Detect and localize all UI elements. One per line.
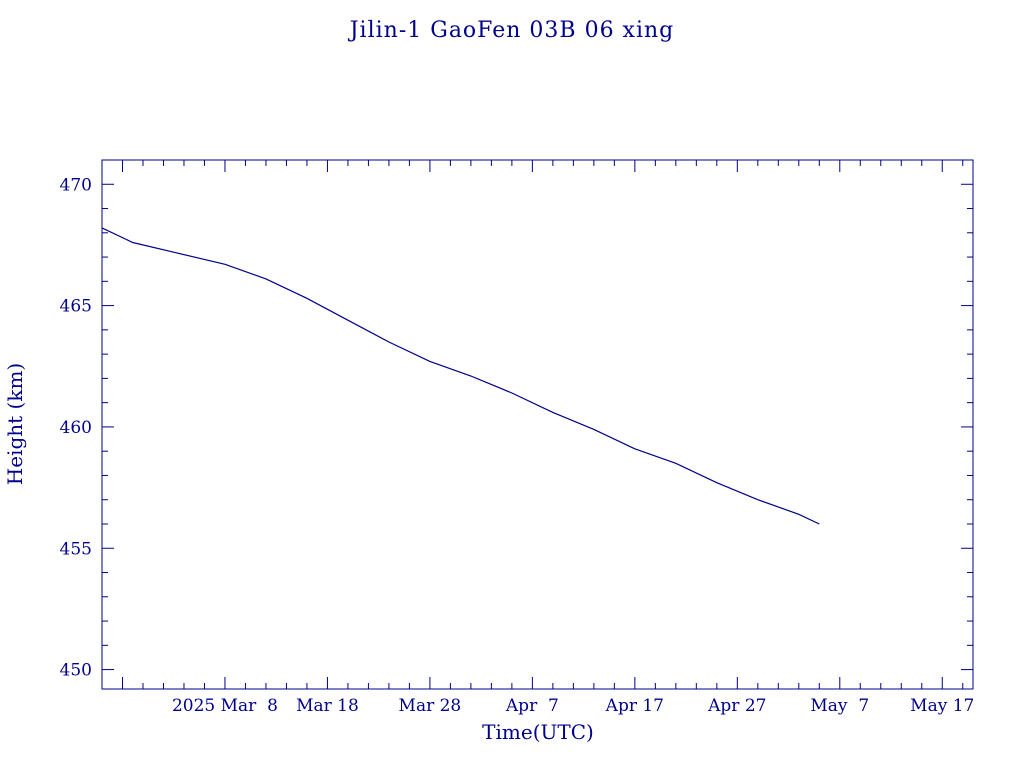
chart-title: Jilin-1 GaoFen 03B 06 xing bbox=[348, 18, 675, 43]
y-tick-label: 450 bbox=[60, 661, 92, 681]
y-tick-label: 460 bbox=[60, 418, 92, 438]
x-tick-label: Apr 17 bbox=[605, 696, 664, 716]
y-tick-label: 470 bbox=[60, 175, 92, 195]
x-tick-label: Mar 28 bbox=[399, 696, 462, 716]
x-tick-label: Apr 7 bbox=[505, 696, 559, 716]
plot-frame bbox=[101, 159, 974, 690]
y-tick-label: 465 bbox=[60, 297, 92, 317]
x-tick-label: May 7 bbox=[810, 696, 869, 716]
x-tick-label: May 17 bbox=[910, 696, 974, 716]
x-tick-label: 2025 Mar 8 bbox=[172, 696, 278, 716]
y-axis: 450 455 460 465 470 bbox=[60, 159, 973, 681]
x-axis-label: Time(UTC) bbox=[482, 720, 594, 744]
series-line bbox=[101, 227, 820, 525]
x-tick-label: Mar 18 bbox=[296, 696, 359, 716]
y-tick-label: 455 bbox=[60, 539, 92, 559]
x-tick-label: Apr 27 bbox=[707, 696, 766, 716]
y-axis-label: Height (km) bbox=[3, 363, 27, 485]
x-axis: 2025 Mar 8 Mar 18 Mar 28 Apr 7 Apr 17 Apr 27 M… bbox=[101, 160, 974, 716]
